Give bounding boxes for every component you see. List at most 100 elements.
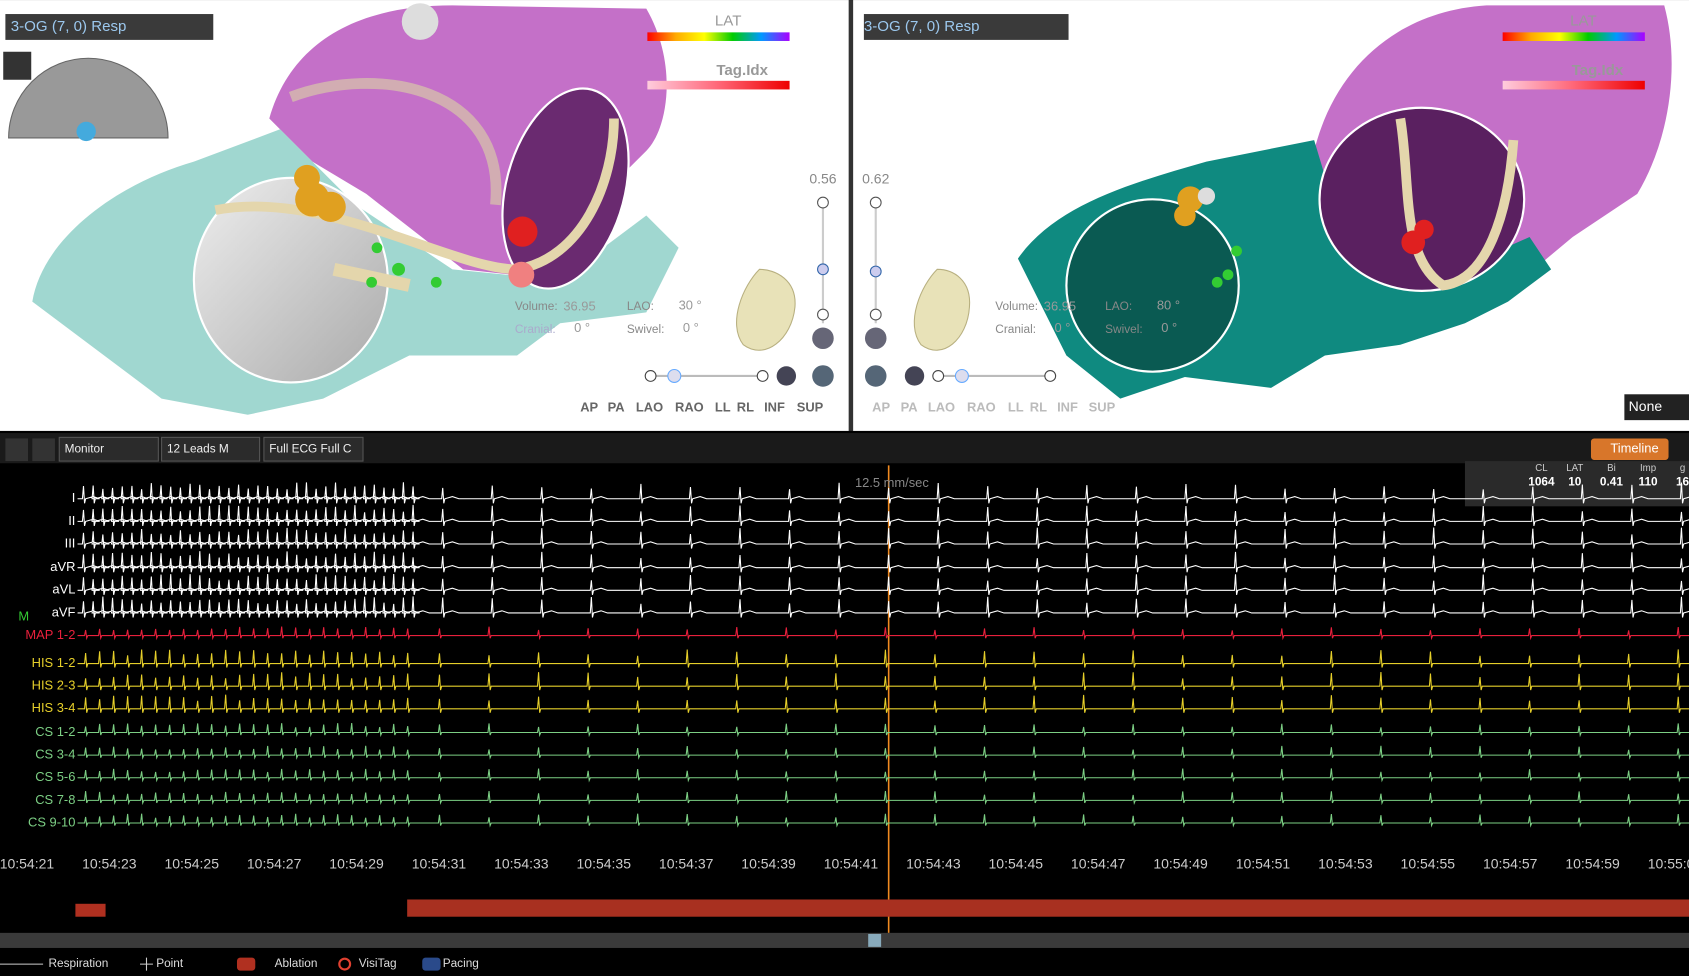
waveform (77, 672, 1689, 691)
channel-label: MAP 1-2 (25, 627, 75, 642)
divider (848, 0, 854, 431)
view-button[interactable]: PA (608, 400, 625, 415)
dropdown[interactable] (58, 436, 159, 462)
time-label: 10:54:33 (494, 856, 549, 872)
time-label: 10:54:49 (1153, 856, 1208, 872)
time-label: 10:54:29 (329, 856, 384, 872)
lao-value: 80 ° (1157, 297, 1180, 312)
channel-label: CS 5-6 (35, 769, 75, 784)
swivel-value: 0 ° (683, 320, 699, 335)
time-label: 10:54:39 (741, 856, 796, 872)
waveform (77, 723, 1689, 738)
time-label: 10:54:57 (1483, 856, 1538, 872)
cranial-label: Cranial: (995, 322, 1036, 336)
scrollbar[interactable] (0, 932, 1689, 948)
legend-label: Respiration (48, 956, 108, 970)
channel-label: aVL (52, 582, 75, 597)
dropdown[interactable] (161, 436, 261, 462)
view-button[interactable]: AP (580, 400, 598, 415)
time-label: 10:54:27 (247, 856, 302, 872)
legend-swatch (140, 957, 153, 971)
view-button[interactable]: SUP (797, 400, 824, 415)
waveform (77, 649, 1689, 668)
time-label: 10:54:45 (989, 856, 1044, 872)
waveform (77, 551, 1689, 573)
dropdown-label: Monitor (65, 441, 105, 455)
view-button[interactable]: RAO (675, 400, 704, 415)
ablation-bar (407, 899, 1689, 917)
volume-label: Volume: (995, 299, 1038, 313)
readout-value: 10 (1568, 475, 1582, 489)
time-label: 10:55:01 (1648, 856, 1689, 872)
readout-label: Bi (1607, 463, 1616, 474)
legend-label: Pacing (443, 956, 479, 970)
time-label: 10:54:59 (1565, 856, 1620, 872)
view-button[interactable]: LAO (636, 400, 663, 415)
time-label: 10:54:35 (577, 856, 632, 872)
waveform (77, 790, 1689, 806)
cranial-value: 0 ° (574, 320, 590, 335)
lao-value: 30 ° (679, 297, 702, 312)
legend-label: VisiTag (359, 956, 397, 970)
legend-swatch (338, 957, 352, 971)
cranial-value: 0 ° (1055, 320, 1071, 335)
waveform (77, 813, 1689, 828)
tool-button[interactable] (32, 438, 55, 462)
scroll-thumb[interactable] (868, 933, 882, 947)
tool-button[interactable] (5, 438, 29, 462)
dropdown: None (1629, 398, 1663, 414)
view-button[interactable]: LL (1008, 400, 1024, 415)
channel-label: HIS 3-4 (32, 700, 76, 715)
readout-value: 0.41 (1600, 475, 1623, 489)
time-label: 10:54:37 (659, 856, 714, 872)
time-label: 10:54:55 (1401, 856, 1456, 872)
volume-value: 36.95 (1044, 298, 1076, 313)
waveform (77, 596, 1689, 618)
view-button[interactable]: AP (872, 400, 890, 415)
waveform (77, 573, 1689, 595)
dropdown[interactable] (263, 436, 364, 462)
view-button[interactable]: INF (1057, 400, 1078, 415)
view-button[interactable]: PA (901, 400, 918, 415)
time-label: 10:54:43 (906, 856, 961, 872)
time-label: 10:54:25 (164, 856, 219, 872)
zoom-value: 0.62 (862, 171, 889, 187)
channel-label: CS 3-4 (35, 747, 75, 762)
channel-label: CS 1-2 (35, 724, 75, 739)
legend-swatch (422, 957, 441, 971)
readout-label: g (1680, 463, 1685, 474)
timeline-button[interactable] (1590, 438, 1669, 460)
channel-label: aVR (50, 559, 75, 574)
view-title: 3-OG (7, 0) Resp (864, 18, 980, 35)
waveform (77, 626, 1689, 641)
volume-value: 36.95 (563, 298, 595, 313)
channel-label: aVF (52, 604, 76, 619)
view-button[interactable]: LL (715, 400, 731, 415)
readout-value: 110 (1639, 475, 1659, 489)
right-view (853, 0, 1689, 431)
swivel-label: Swivel: (1105, 322, 1142, 336)
marker-label: M (18, 609, 29, 624)
left-view (0, 0, 849, 431)
sweep-speed: 12.5 mm/sec (855, 475, 929, 490)
view-button[interactable]: INF (764, 400, 785, 415)
swivel-value: 0 ° (1161, 320, 1177, 335)
view-button[interactable]: RL (737, 400, 754, 415)
view-button[interactable]: RAO (967, 400, 996, 415)
readout-value: 16 (1676, 475, 1689, 489)
legend-lat: LAT (1570, 13, 1597, 30)
waveform (77, 745, 1689, 760)
view-button[interactable]: RL (1030, 400, 1047, 415)
waveform (77, 768, 1689, 783)
view-button[interactable]: LAO (928, 400, 955, 415)
lao-label: LAO: (627, 299, 654, 313)
swivel-label: Swivel: (627, 322, 664, 336)
legend-label: Ablation (275, 956, 318, 970)
readout-label: CL (1535, 463, 1548, 474)
view-button[interactable]: SUP (1089, 400, 1116, 415)
channel-label: CS 7-8 (35, 792, 75, 807)
channel-label: I (72, 490, 76, 505)
time-label: 10:54:21 (0, 856, 54, 872)
channel-label: III (65, 535, 76, 550)
